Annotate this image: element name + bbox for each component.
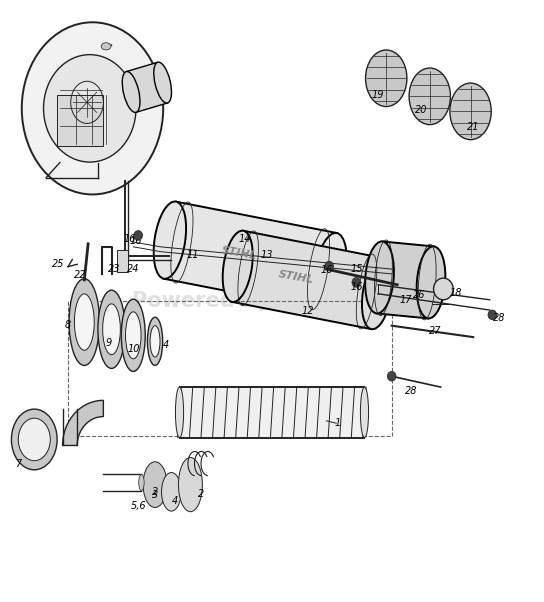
- Text: 16: 16: [350, 282, 362, 291]
- Text: Powered by VisionParts: Powered by VisionParts: [132, 291, 412, 311]
- Polygon shape: [63, 400, 103, 445]
- FancyBboxPatch shape: [57, 95, 103, 146]
- Text: 27: 27: [429, 326, 441, 336]
- Text: 24: 24: [127, 264, 139, 274]
- Ellipse shape: [126, 312, 141, 359]
- Text: 23: 23: [108, 264, 120, 274]
- Polygon shape: [232, 231, 382, 329]
- Text: 20: 20: [416, 105, 428, 115]
- Text: 22: 22: [75, 270, 86, 280]
- Circle shape: [134, 231, 143, 240]
- Ellipse shape: [69, 279, 100, 365]
- Bar: [180, 387, 364, 438]
- Text: 17: 17: [399, 295, 411, 305]
- Text: 18: 18: [450, 288, 462, 298]
- Ellipse shape: [417, 246, 446, 318]
- Ellipse shape: [75, 294, 94, 350]
- Ellipse shape: [122, 72, 140, 113]
- Text: 19: 19: [372, 90, 384, 99]
- Bar: [68, 301, 392, 436]
- Ellipse shape: [361, 387, 369, 438]
- Text: 15: 15: [350, 264, 362, 274]
- Text: 25: 25: [52, 259, 64, 268]
- Circle shape: [352, 278, 361, 287]
- Ellipse shape: [121, 299, 145, 371]
- Ellipse shape: [222, 231, 253, 302]
- Ellipse shape: [11, 409, 57, 470]
- Text: 16: 16: [320, 265, 332, 275]
- Text: 4: 4: [172, 496, 178, 506]
- Text: 7: 7: [15, 459, 21, 468]
- Ellipse shape: [103, 304, 120, 355]
- Circle shape: [434, 278, 453, 300]
- Ellipse shape: [101, 43, 111, 50]
- Text: 11: 11: [187, 250, 199, 259]
- Ellipse shape: [365, 241, 394, 314]
- Ellipse shape: [450, 83, 491, 140]
- Ellipse shape: [366, 50, 407, 107]
- Text: 5,6: 5,6: [131, 501, 146, 510]
- Text: 10: 10: [127, 344, 139, 354]
- Text: 9: 9: [106, 338, 112, 347]
- Ellipse shape: [162, 473, 181, 511]
- Ellipse shape: [314, 233, 347, 310]
- Text: 4: 4: [163, 340, 169, 350]
- Ellipse shape: [362, 258, 392, 329]
- Text: 16: 16: [130, 236, 142, 246]
- Text: 1: 1: [334, 418, 341, 427]
- Circle shape: [488, 310, 497, 320]
- Ellipse shape: [22, 22, 163, 194]
- Ellipse shape: [150, 326, 160, 357]
- Ellipse shape: [139, 474, 144, 491]
- Text: 21: 21: [467, 122, 479, 132]
- Ellipse shape: [98, 290, 125, 368]
- Text: 2: 2: [198, 489, 205, 498]
- Ellipse shape: [44, 55, 136, 162]
- Text: 13: 13: [261, 250, 273, 259]
- Polygon shape: [376, 241, 434, 318]
- Text: 8: 8: [65, 320, 71, 330]
- Text: 26: 26: [413, 290, 425, 300]
- Ellipse shape: [143, 462, 167, 507]
- Polygon shape: [164, 202, 337, 310]
- Ellipse shape: [175, 387, 184, 438]
- Text: 14: 14: [239, 234, 251, 244]
- Ellipse shape: [409, 68, 450, 125]
- Text: STIHL: STIHL: [221, 245, 258, 261]
- Circle shape: [387, 371, 396, 381]
- Text: STIHL: STIHL: [278, 269, 315, 285]
- Ellipse shape: [154, 62, 171, 103]
- Circle shape: [325, 261, 333, 271]
- Text: 2: 2: [152, 487, 158, 497]
- Bar: [117, 250, 128, 272]
- Polygon shape: [126, 62, 168, 113]
- Text: 3: 3: [152, 490, 158, 500]
- Ellipse shape: [147, 317, 163, 365]
- Ellipse shape: [18, 418, 50, 461]
- Text: 28: 28: [405, 386, 417, 396]
- Ellipse shape: [178, 458, 202, 512]
- Ellipse shape: [153, 202, 186, 279]
- Text: 16: 16: [123, 234, 135, 244]
- Text: 12: 12: [301, 306, 313, 316]
- Text: 28: 28: [493, 313, 505, 323]
